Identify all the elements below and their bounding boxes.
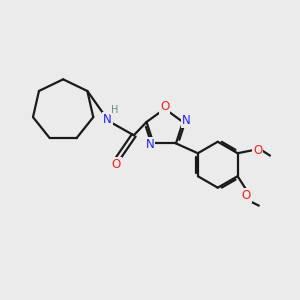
Text: O: O — [242, 189, 251, 202]
Text: O: O — [112, 158, 121, 171]
Text: N: N — [146, 138, 154, 152]
Text: O: O — [160, 100, 169, 113]
Text: O: O — [253, 144, 262, 157]
Text: N: N — [182, 114, 191, 127]
Text: N: N — [103, 112, 112, 126]
Text: H: H — [111, 105, 118, 115]
